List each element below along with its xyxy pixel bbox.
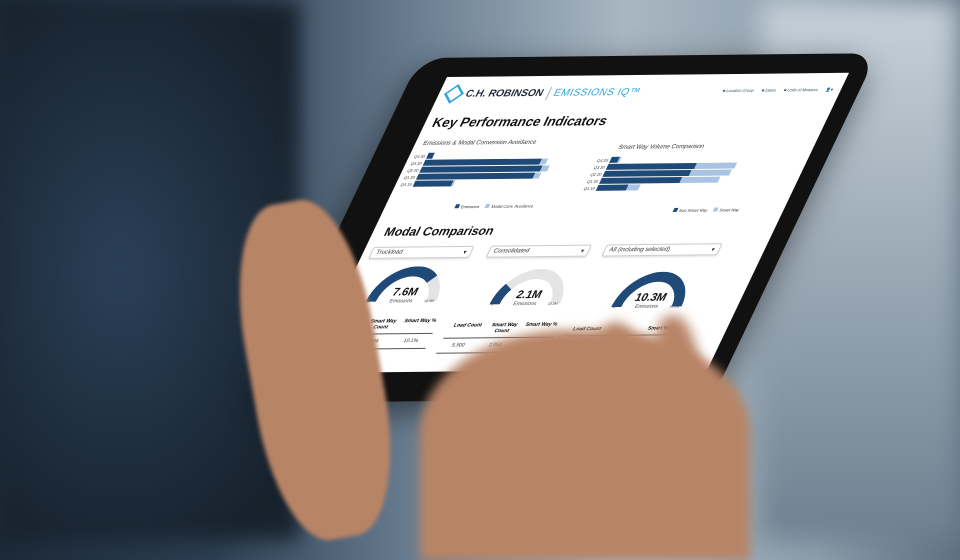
chart-row: Q4 19 bbox=[395, 179, 544, 187]
nav-units-of-measure[interactable]: Units of Measure bbox=[783, 87, 819, 92]
nav-dates[interactable]: Dates bbox=[761, 87, 777, 92]
column-header: Smart Way % bbox=[395, 317, 441, 335]
chart-row: Q4 19 bbox=[578, 184, 728, 192]
bar-emissions bbox=[415, 172, 536, 180]
legend-item: Smart Way bbox=[712, 207, 741, 213]
gauge-value: 2.1M bbox=[513, 288, 545, 302]
logo-icon bbox=[444, 83, 464, 104]
nav-location-group[interactable]: Location Group bbox=[722, 88, 755, 93]
tablet-screen: C.H. ROBINSON EMISSIONS IQ™ Location Gro… bbox=[305, 72, 850, 373]
right-hand bbox=[420, 330, 750, 560]
logo: C.H. ROBINSON EMISSIONS IQ™ bbox=[444, 83, 644, 104]
bar-non-smart-way bbox=[605, 162, 697, 170]
emissions-gauge: 7.6M Emissions 0 10.3M bbox=[351, 266, 463, 312]
legend-label: Modal Conv. Avoidance bbox=[490, 203, 535, 209]
emissions-chart: Q4 20 Q3 20 Q2 20 Q1 20 Q4 19 bbox=[394, 151, 557, 188]
bar-non-smart-way bbox=[602, 169, 693, 177]
gauge-arc bbox=[365, 266, 440, 302]
chart-legend: Non Smart Way Smart Way bbox=[672, 207, 741, 213]
bar-non-smart-way bbox=[595, 184, 629, 191]
mode-dropdown[interactable]: Truckload bbox=[368, 245, 475, 259]
chart-legend: Emissions Modal Conv. Avoidance bbox=[454, 203, 535, 209]
smartway-chart: Q4 20 Q3 20 Q2 20 Q1 20 Q4 19 bbox=[577, 156, 740, 193]
page-title: Key Performance Indicators bbox=[429, 113, 611, 130]
legend-item: Non Smart Way bbox=[672, 208, 709, 213]
brand-name: C.H. ROBINSON bbox=[463, 87, 546, 100]
section-title: Modal Comparison bbox=[381, 223, 497, 239]
mode-dropdown[interactable]: Consolidated bbox=[485, 244, 593, 258]
legend-item: Modal Conv. Avoidance bbox=[484, 203, 535, 209]
chart-title: Smart Way Volume Comparison bbox=[616, 143, 706, 151]
chart-title: Emissions & Modal Conversion Avoidance bbox=[421, 139, 538, 147]
mode-dropdown[interactable]: All (including selected) bbox=[601, 243, 723, 257]
user-icon[interactable]: 👤▾ bbox=[824, 86, 835, 92]
product-name: EMISSIONS IQ™ bbox=[551, 86, 643, 99]
top-nav: Location Group Dates Units of Measure 👤▾ bbox=[722, 86, 835, 93]
legend-item: Emissions bbox=[454, 204, 481, 209]
gauge-arc bbox=[611, 271, 686, 308]
gauge-value: 7.6M bbox=[390, 286, 421, 299]
emissions-gauge: 10.3M Emissions 0 10.3M bbox=[596, 271, 708, 317]
legend-label: Smart Way bbox=[718, 207, 741, 213]
bar-smart-way bbox=[625, 184, 641, 191]
bar-smart-way bbox=[689, 169, 733, 176]
bar-emissions bbox=[412, 180, 454, 187]
bar-modal-conv-avoidance bbox=[539, 158, 549, 165]
bar-smart-way bbox=[694, 162, 738, 169]
emissions-gauge: 2.1M Emissions 0 10.3M bbox=[475, 269, 587, 315]
legend-label: Emissions bbox=[459, 204, 481, 210]
bar-modal-conv-avoidance bbox=[539, 165, 550, 172]
legend-label: Non Smart Way bbox=[678, 207, 709, 213]
bar-modal-conv-avoidance bbox=[532, 172, 542, 179]
table-cell: 10.1% bbox=[388, 333, 433, 350]
gauge-arc bbox=[489, 269, 564, 305]
gauge-max: 10.3M bbox=[668, 304, 681, 309]
gauge-max: 10.3M bbox=[546, 301, 559, 306]
bar-smart-way bbox=[679, 176, 721, 184]
bar-emissions bbox=[422, 158, 543, 166]
gauge-max: 10.3M bbox=[423, 299, 435, 304]
bar-emissions bbox=[425, 152, 435, 159]
bar-non-smart-way bbox=[599, 177, 683, 184]
gauge-value: 10.3M bbox=[632, 291, 669, 304]
